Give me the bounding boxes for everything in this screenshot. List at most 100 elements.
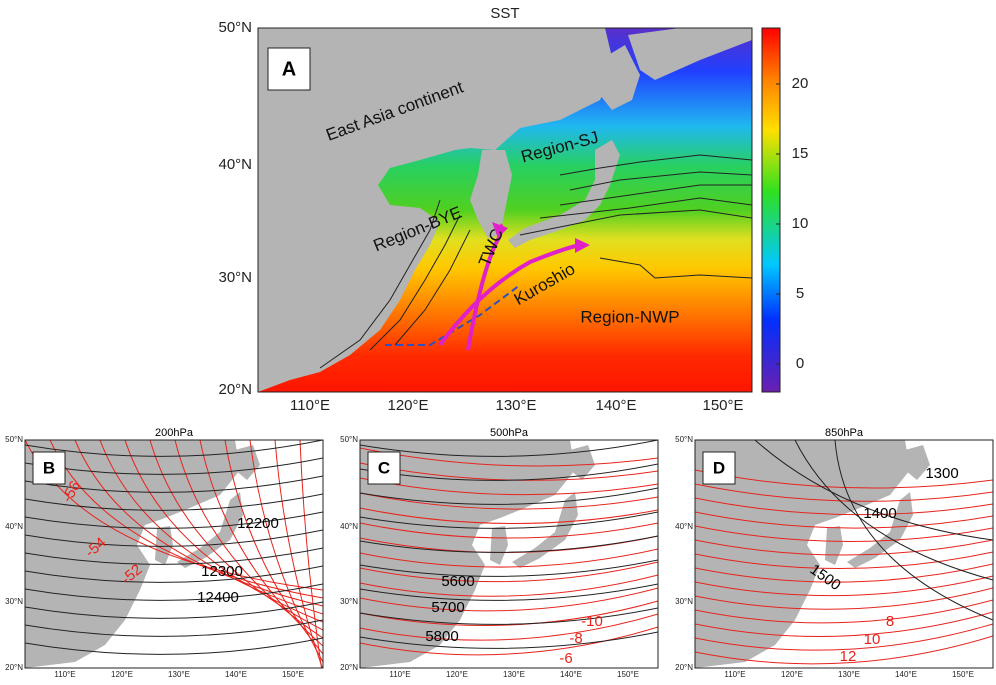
black-contour xyxy=(25,547,323,565)
red-contour xyxy=(360,507,658,524)
colorbar-label: 5 xyxy=(796,285,804,302)
red-contour xyxy=(695,623,993,651)
map xyxy=(695,440,993,668)
red-contour xyxy=(360,548,658,568)
lat-label: 30°N xyxy=(675,597,693,606)
red-contour xyxy=(274,440,323,668)
contour-label: -8 xyxy=(569,630,582,647)
black-contour xyxy=(360,583,658,601)
red-contour xyxy=(360,613,658,641)
lon-label: 150°E xyxy=(617,670,639,679)
red-contour xyxy=(695,483,993,502)
red-contour xyxy=(249,440,323,663)
land xyxy=(905,445,930,480)
colorbar-label: 10 xyxy=(792,215,809,232)
black-contour xyxy=(25,565,323,583)
lat-label: 20°N xyxy=(218,381,252,398)
black-contour xyxy=(25,493,323,511)
contour-label: 12400 xyxy=(197,589,239,606)
panel-letter: D xyxy=(713,458,725,477)
colorbar-label: 20 xyxy=(792,75,809,92)
lon-label: 120°E xyxy=(781,670,803,679)
red-contour xyxy=(360,626,658,656)
black-contour xyxy=(360,607,658,625)
lon-label: 110°E xyxy=(290,397,330,414)
panel-frame xyxy=(694,439,994,669)
black-contour xyxy=(834,440,993,621)
lat-label: 20°N xyxy=(5,663,23,672)
red-contour xyxy=(695,635,993,665)
map xyxy=(25,440,350,680)
contour-label: -10 xyxy=(581,613,603,630)
red-contour xyxy=(224,440,323,655)
lat-label: 40°N xyxy=(218,156,252,173)
title: SST xyxy=(490,5,519,22)
black-contour xyxy=(360,440,658,457)
lon-label: 140°E xyxy=(895,670,917,679)
lat-label: 50°N xyxy=(340,435,358,444)
lon-label: 130°E xyxy=(838,670,860,679)
black-contour xyxy=(360,511,658,529)
black-contour xyxy=(360,535,658,553)
black-contour xyxy=(25,511,323,529)
contour-label: 12300 xyxy=(201,563,243,580)
lat-label: 30°N xyxy=(218,269,252,286)
black-contour xyxy=(794,440,993,581)
black-contour xyxy=(25,440,323,457)
red-contour xyxy=(695,551,993,569)
panel-letter: B xyxy=(43,458,55,477)
panel-letter: A xyxy=(282,58,296,80)
contour-label: 10 xyxy=(864,631,881,648)
panel-frame xyxy=(359,439,659,669)
black-contour xyxy=(25,529,323,547)
red-contour xyxy=(99,440,323,615)
lon-label: 130°E xyxy=(495,397,536,414)
lat-label: 50°N xyxy=(218,19,252,36)
red-contour xyxy=(49,440,323,599)
red-contour xyxy=(360,587,658,612)
panel-title: 500hPa xyxy=(490,427,529,439)
contour-label: 5700 xyxy=(431,599,464,616)
contour-label: 8 xyxy=(886,613,894,630)
sst-map xyxy=(258,28,752,392)
red-contour xyxy=(695,575,993,597)
lon-label: 120°E xyxy=(387,397,428,414)
lon-label: 120°E xyxy=(111,670,133,679)
land xyxy=(25,440,240,668)
lat-label: 40°N xyxy=(340,522,358,531)
colorbar xyxy=(761,27,781,393)
lon-label: 110°E xyxy=(724,670,745,679)
black-contour xyxy=(25,583,323,601)
lon-label: 150°E xyxy=(282,670,304,679)
contour-label: 5800 xyxy=(425,628,458,645)
red-contour xyxy=(695,525,993,542)
panel-box xyxy=(367,451,401,485)
map xyxy=(360,440,658,668)
red-contour xyxy=(323,440,350,680)
red-contour xyxy=(174,440,323,639)
black-contour xyxy=(360,487,658,505)
contour-label: 12200 xyxy=(237,515,279,532)
black-contour xyxy=(25,619,323,637)
pressure-panels: B 200hPa 50°N 40°N 30°N 20°N 110°E 120°E 130°E 14… xyxy=(5,427,994,680)
land xyxy=(490,526,508,565)
contour-label: -6 xyxy=(559,650,572,667)
red-contour xyxy=(360,600,658,626)
red-contour xyxy=(360,522,658,539)
panel-title: 200hPa xyxy=(155,427,194,439)
lon-label: 110°E xyxy=(54,670,75,679)
lon-label: 140°E xyxy=(225,670,247,679)
lat-label: 30°N xyxy=(5,597,23,606)
red-contour xyxy=(695,497,993,516)
red-contour xyxy=(360,477,658,496)
lat-label: 30°N xyxy=(340,597,358,606)
red-contour xyxy=(695,511,993,529)
black-contour xyxy=(25,475,323,493)
lon-label: 130°E xyxy=(168,670,190,679)
black-contour xyxy=(25,637,323,655)
land xyxy=(360,440,575,668)
red-contour xyxy=(695,539,993,556)
red-contour xyxy=(695,587,993,610)
lon-label: 130°E xyxy=(503,670,525,679)
